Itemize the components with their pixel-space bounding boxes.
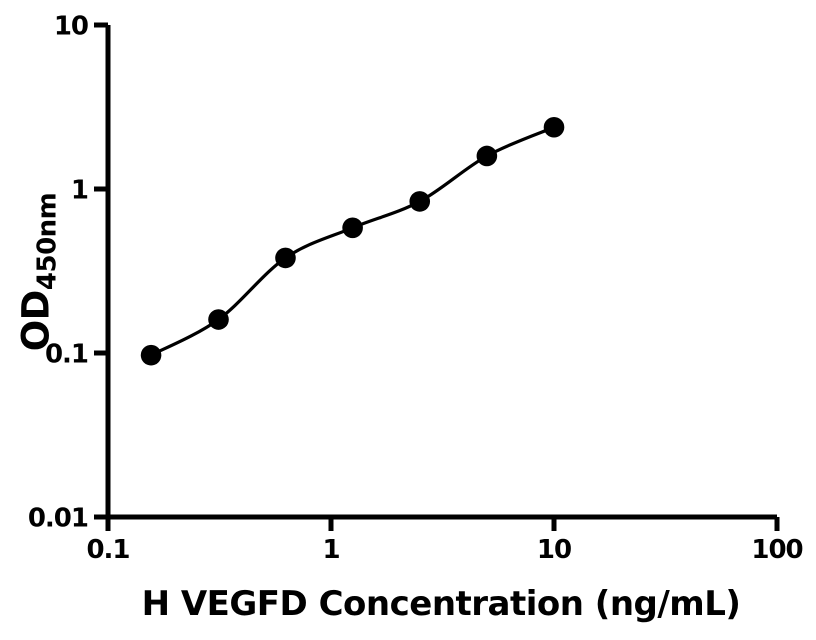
- data-point: [140, 344, 162, 366]
- y-tick-label: 10: [54, 11, 88, 41]
- y-tick-label: 0.01: [28, 503, 88, 533]
- data-point: [275, 247, 296, 269]
- y-axis-label-subscript: 450nm: [32, 192, 63, 291]
- data-point: [208, 309, 229, 330]
- data-point: [409, 191, 431, 212]
- data-point: [342, 217, 363, 239]
- axis-spine: [105, 25, 777, 520]
- x-tick-label: 1: [322, 535, 339, 565]
- x-tick-label: 0.1: [86, 535, 129, 565]
- data-point: [543, 116, 565, 138]
- y-tick-label: 1: [71, 175, 88, 205]
- x-tick-label: 10: [537, 535, 571, 565]
- y-tick-label: 0.1: [45, 339, 88, 369]
- data-point: [476, 145, 498, 167]
- y-axis-label: OD450nm: [14, 193, 63, 352]
- x-axis-label: H VEGFD Concentration (ng/mL): [141, 584, 741, 624]
- y-axis-label-text: OD: [14, 290, 58, 352]
- x-tick-label: 100: [751, 535, 802, 565]
